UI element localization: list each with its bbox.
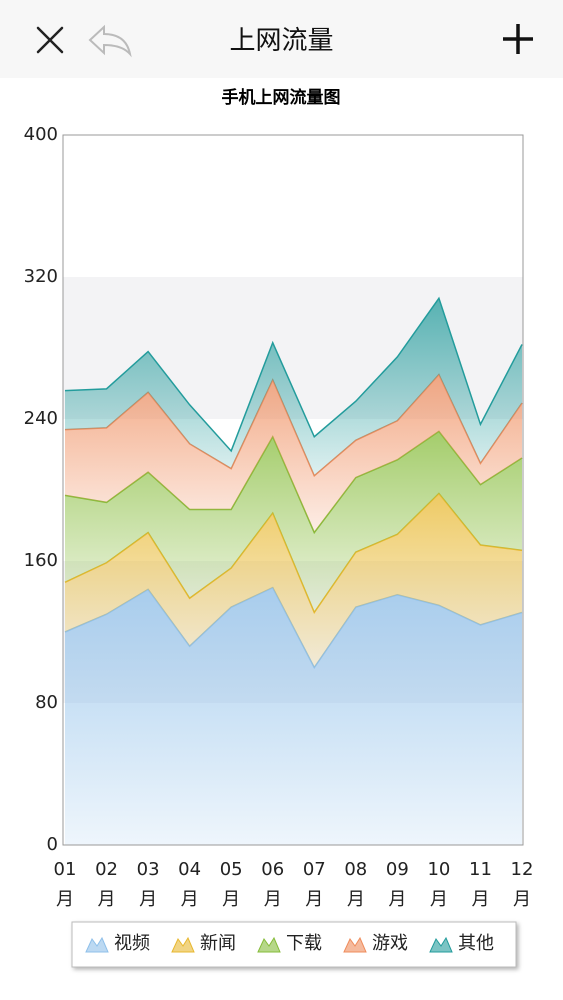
area [65,374,522,533]
area-line [64,430,523,535]
x-tick-label: 12月 [510,859,534,910]
close-button[interactable] [36,26,64,54]
area-line [64,296,523,453]
area-line [64,373,523,478]
y-tick-label: 400 [24,124,58,145]
y-tick-label: 240 [24,408,58,429]
legend-label: 游戏 [372,933,408,954]
legend-label: 新闻 [200,933,236,954]
x-tick-label: 06月 [261,859,285,910]
grid-band [63,277,523,419]
legend-label: 其他 [458,933,494,954]
legend-label: 视频 [114,933,150,954]
x-tick-label: 08月 [344,859,368,910]
x-tick-label: 01月 [53,859,77,910]
app-bar: 上网流量 [0,0,563,78]
add-button[interactable] [503,24,533,54]
legend-icon [343,936,367,953]
x-tick-label: 05月 [219,859,243,910]
legend-icon [171,936,195,953]
y-tick-label: 80 [35,692,58,713]
x-tick-label: 10月 [427,859,451,910]
app-bar-icons [36,24,533,58]
legend-label: 下载 [286,933,322,954]
area-line [64,586,523,669]
y-tick-label: 320 [24,266,58,287]
legend-box [71,921,517,968]
x-tick-label: 09月 [385,859,409,910]
x-tick-label: 07月 [302,859,326,910]
y-tick-label: 0 [47,834,58,855]
legend-icon [85,936,109,953]
area [65,493,522,668]
x-tick-label: 11月 [469,859,492,910]
area [65,431,522,613]
undo-button[interactable] [88,24,132,58]
chart-title: 手机上网流量图 [222,87,341,108]
area [65,298,522,476]
app-title: 上网流量 [229,26,334,56]
legend-icon [429,936,453,953]
area [65,587,522,845]
plot-area [63,135,523,845]
x-tick-label: 04月 [178,859,202,910]
x-tick-label: 02月 [95,859,118,910]
y-tick-label: 160 [24,550,58,571]
grid-band [63,561,523,703]
legend-icon [257,936,281,953]
plot-border [62,134,524,846]
x-tick-label: 03月 [136,859,160,910]
area-line [64,492,523,615]
